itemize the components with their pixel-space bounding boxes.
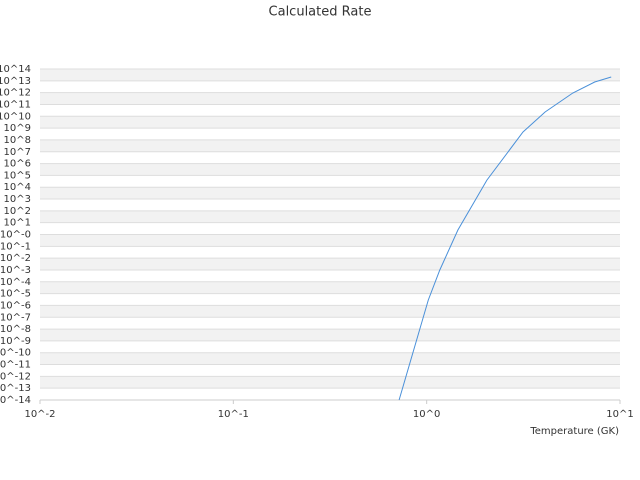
x-tick-label: 10^-2 <box>24 409 55 420</box>
grid-band <box>40 151 620 164</box>
y-tick-label: 10^-8 <box>0 324 31 335</box>
y-tick-label: 10^-7 <box>0 312 31 323</box>
y-tick-label: 10^-9 <box>0 336 31 347</box>
grid-band <box>40 364 620 377</box>
y-tick-label: 10^13 <box>0 76 31 87</box>
grid-band <box>40 281 620 294</box>
y-tick-label: 10^-3 <box>0 265 31 276</box>
grid-band <box>40 175 620 188</box>
y-tick-label: 10^-0 <box>0 230 31 241</box>
y-tick-label: 10^-10 <box>0 348 31 359</box>
y-tick-label: 10^-1 <box>0 241 31 252</box>
grid-band <box>40 352 620 365</box>
y-tick-label: 10^12 <box>0 88 31 99</box>
grid-band <box>40 246 620 259</box>
y-tick-label: 10^14 <box>0 64 31 75</box>
y-tick-label: 10^10 <box>0 111 31 122</box>
series-line <box>398 76 612 401</box>
y-tick-label: 10^7 <box>4 147 31 158</box>
y-tick-label: 10^8 <box>4 135 31 146</box>
grid-band <box>40 340 620 353</box>
y-tick-label: 10^4 <box>4 182 31 193</box>
y-tick-label: 10^-4 <box>0 277 31 288</box>
y-tick-label: 10^-6 <box>0 300 31 311</box>
y-tick-label: 10^2 <box>4 206 31 217</box>
y-tick-label: 10^3 <box>4 194 31 205</box>
y-tick-label: 10^5 <box>4 170 31 181</box>
y-tick-label: 10^-13 <box>0 383 31 394</box>
grid-band <box>40 104 620 117</box>
grid-band <box>40 234 620 247</box>
x-axis-label: Temperature (GK) <box>529 426 619 437</box>
grid-band <box>40 329 620 341</box>
y-tick-label: 10^11 <box>0 99 31 110</box>
grid-band <box>40 199 620 211</box>
y-tick-label: 10^6 <box>4 159 31 170</box>
grid-band <box>40 92 620 105</box>
grid-band <box>40 293 620 306</box>
x-tick-label: 10^1 <box>606 409 633 420</box>
y-tick-label: 10^-2 <box>0 253 31 264</box>
x-tick-label: 10^-1 <box>218 409 249 420</box>
grid-band <box>40 80 620 93</box>
grid-band <box>40 187 620 200</box>
y-tick-label: 10^9 <box>4 123 31 134</box>
grid-band <box>40 116 620 129</box>
grid-band <box>40 269 620 282</box>
y-tick-label: 10^-14 <box>0 395 31 406</box>
y-tick-label: 10^-12 <box>0 371 31 382</box>
grid-band <box>40 128 620 140</box>
grid-band <box>40 376 620 389</box>
chart-title: Calculated Rate <box>269 5 372 20</box>
grid-band <box>40 139 620 152</box>
grid-band <box>40 305 620 318</box>
grid-band <box>40 317 620 330</box>
grid-band <box>40 222 620 235</box>
x-tick-label: 10^0 <box>413 409 440 420</box>
y-tick-label: 10^-11 <box>0 360 31 371</box>
grid-band <box>40 388 620 400</box>
y-tick-label: 10^-5 <box>0 289 31 300</box>
y-tick-label: 10^1 <box>4 218 31 229</box>
grid-band <box>40 258 620 270</box>
grid-band <box>40 69 620 81</box>
grid-band <box>40 163 620 176</box>
grid-band <box>40 210 620 223</box>
